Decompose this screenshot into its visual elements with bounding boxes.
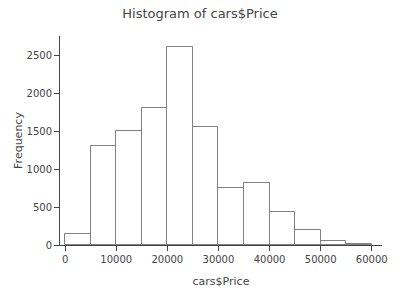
- svg-text:500: 500: [33, 202, 52, 213]
- svg-text:0: 0: [46, 240, 52, 251]
- svg-text:1000: 1000: [27, 164, 52, 175]
- svg-text:cars$Price: cars$Price: [193, 275, 250, 288]
- svg-text:60000: 60000: [356, 254, 388, 265]
- svg-text:10000: 10000: [100, 254, 132, 265]
- svg-text:30000: 30000: [203, 254, 235, 265]
- svg-text:Histogram of cars$Price: Histogram of cars$Price: [122, 6, 277, 21]
- svg-text:2500: 2500: [27, 50, 52, 61]
- svg-text:1500: 1500: [27, 126, 52, 137]
- svg-text:0: 0: [62, 254, 68, 265]
- svg-text:40000: 40000: [254, 254, 286, 265]
- svg-text:2000: 2000: [27, 88, 52, 99]
- svg-text:50000: 50000: [305, 254, 337, 265]
- svg-text:20000: 20000: [151, 254, 183, 265]
- svg-text:Frequency: Frequency: [12, 112, 25, 169]
